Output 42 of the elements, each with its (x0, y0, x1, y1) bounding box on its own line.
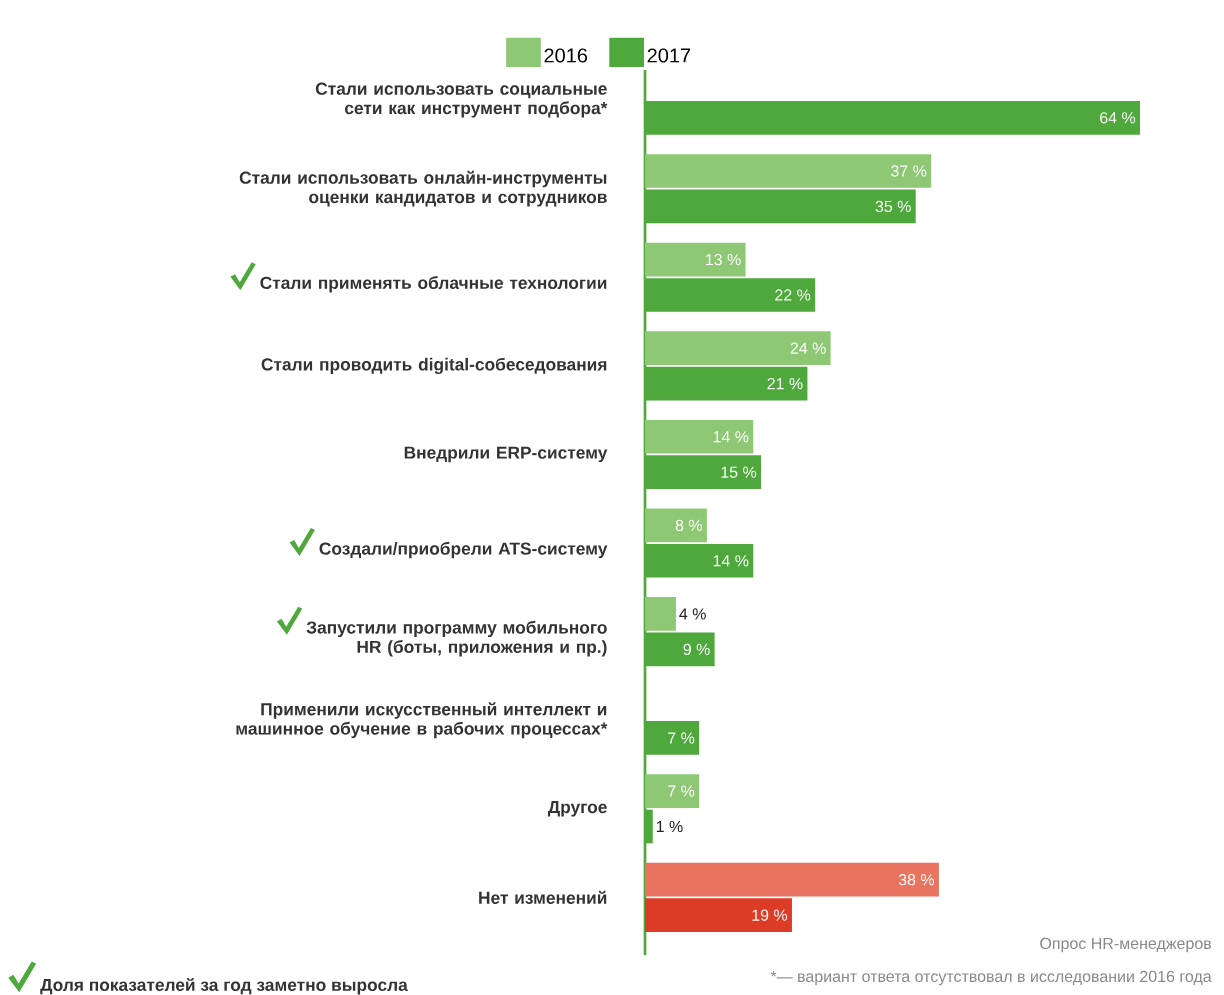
bar (645, 242, 746, 277)
bar (645, 597, 676, 631)
text: Доля показателей за год заметно выросла (40, 977, 408, 995)
data-label: 9 % (683, 643, 710, 656)
data-label: 14 % (713, 555, 749, 567)
y-tick-label: Другое (547, 801, 607, 817)
y-tick-label: Создали/приобрели ATS-систему (319, 541, 608, 559)
data-label: 38 % (898, 874, 935, 886)
bar (645, 508, 707, 543)
y-tick-label: Стали использовать социальные сети как инструмент подбора* (315, 82, 608, 118)
bar (645, 862, 939, 897)
bar (645, 154, 932, 188)
bar (645, 419, 754, 454)
data-label: 24 % (790, 342, 826, 354)
data-label: 8 % (675, 519, 703, 531)
y-tick-label: Внедрили ERP-систему (404, 446, 608, 463)
data-label: 35 % (875, 200, 911, 213)
data-label: 13 % (706, 253, 741, 266)
data-label: 64 % (1100, 112, 1136, 124)
data-label: 37 % (891, 165, 927, 177)
bar (645, 331, 831, 365)
data-label: 21 % (767, 377, 803, 390)
y-tick-label: Запустили программу мобильного HR (боты, приложения и пр.) (306, 620, 607, 657)
data-label: 7 % (668, 732, 695, 744)
text: *— вариант ответа отсутствовал в исследовании 2016 года (770, 970, 1212, 986)
y-tick-label: Стали проводить digital-собеседования (261, 357, 607, 375)
bar (645, 898, 792, 932)
data-label: 19 % (752, 909, 788, 921)
legend-label: 2017 (647, 48, 691, 63)
y-tick-label: Стали использовать онлайн-инструменты оценки кандидатов и сотрудников (239, 170, 607, 207)
data-label: 15 % (721, 466, 757, 478)
legend-label: 2016 (544, 48, 588, 63)
y-tick-label: Стали применять облачные технологии (260, 276, 607, 293)
data-label: 4 % (679, 608, 706, 620)
data-label: 14 % (713, 431, 749, 443)
data-label: 22 % (775, 289, 811, 301)
annotation: Опрос HR-менеджеров (1040, 937, 1212, 953)
data-label: 7 % (668, 785, 695, 797)
bar (645, 774, 700, 808)
y-tick-label: Нет изменений (479, 890, 607, 904)
data-label: 1 % (656, 820, 683, 833)
y-tick-label: Применили искусственный интеллект и машинное обучение в рабочих процессах* (236, 702, 608, 739)
